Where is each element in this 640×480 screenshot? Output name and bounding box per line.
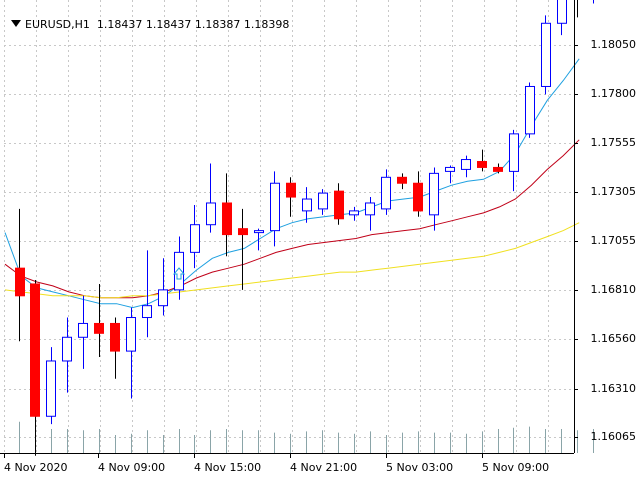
candle[interactable] [15, 208, 25, 342]
time-axis-label: 4 Nov 2020 [4, 461, 68, 474]
moving-average-ma-fast [4, 58, 580, 309]
candle-body-bull [126, 317, 136, 352]
candle[interactable] [381, 169, 391, 215]
candle[interactable] [365, 197, 375, 231]
candle[interactable] [445, 165, 455, 184]
candle-body-bear [110, 322, 120, 352]
candle-body-bear [286, 182, 296, 198]
candle[interactable] [477, 149, 487, 172]
candle[interactable] [62, 317, 72, 393]
price-axis-label: 1.17555 [590, 135, 637, 149]
candle[interactable] [429, 167, 439, 231]
price-axis-label: 1.18050 [590, 38, 637, 51]
candle[interactable] [574, 0, 583, 18]
price-axis-label: 1.16065 [590, 430, 637, 443]
candle-body-bull [318, 192, 328, 210]
candle-body-bull [46, 360, 56, 417]
price-axis-label: 1.16560 [590, 332, 637, 346]
candle-body-bull [190, 224, 200, 253]
candle-body-bull [142, 305, 152, 319]
time-axis-label: 4 Nov 15:00 [194, 461, 262, 474]
candle-body-bear [30, 283, 40, 417]
candle-body-bull [381, 176, 391, 210]
candle-body-bear [397, 176, 407, 184]
candle-body-bull [365, 202, 375, 216]
candle[interactable] [557, 0, 567, 36]
candle-body-bear [477, 161, 487, 168]
moving-average-ma-slow [4, 222, 580, 299]
price-axis-label: 1.16810 [590, 282, 637, 296]
candle[interactable] [334, 183, 344, 225]
candle[interactable] [110, 317, 120, 379]
candle-body-bull [509, 133, 519, 172]
candle-body-bull [429, 172, 439, 216]
candle-body-bear [493, 166, 503, 172]
candle[interactable] [525, 82, 535, 138]
candle[interactable] [397, 173, 407, 190]
candle[interactable] [142, 250, 152, 338]
price-axis-label: 1.16310 [590, 381, 637, 395]
arrow-up-icon [172, 267, 186, 280]
price-axis-label: 1.17055 [590, 234, 637, 248]
moving-average-ma-medium [4, 139, 580, 299]
candle-body-bear [334, 190, 344, 220]
price-axis-label: 1.17800 [590, 87, 637, 101]
candle[interactable] [318, 189, 328, 215]
candle[interactable] [158, 258, 168, 316]
candle-body-bull [557, 0, 567, 24]
chart-title[interactable]: EURUSD,H1 1.18437 1.18437 1.18387 1.1839… [4, 5, 289, 31]
chart-grid [4, 0, 574, 453]
candle[interactable] [461, 155, 471, 178]
candle[interactable] [94, 283, 104, 358]
candle-body-bull [349, 210, 359, 216]
chart-frame [0, 0, 578, 458]
candle[interactable] [238, 208, 248, 290]
candle[interactable] [206, 163, 216, 233]
candle-body-bull [158, 289, 168, 307]
candle[interactable] [46, 347, 56, 425]
candle-body-bull [270, 182, 280, 232]
candle-body-bear [15, 267, 25, 297]
symbol-timeframe: EURUSD,H1 [25, 18, 90, 31]
candle-body-bull [78, 322, 88, 338]
candle[interactable] [541, 15, 551, 95]
candle[interactable] [78, 295, 88, 369]
candle[interactable] [270, 171, 280, 247]
candle[interactable] [254, 228, 264, 251]
candle[interactable] [590, 0, 599, 4]
candle-body-bull [206, 202, 216, 226]
candle-body-bull [62, 336, 72, 362]
candle-body-bull [254, 230, 264, 234]
candle-body-bear [94, 322, 104, 334]
time-axis-label: 5 Nov 03:00 [386, 461, 454, 474]
candle[interactable] [413, 171, 423, 217]
candle[interactable] [349, 206, 359, 221]
candle[interactable] [30, 280, 40, 456]
candle-body-bull [461, 159, 471, 170]
candle[interactable] [302, 187, 312, 223]
candlesticks[interactable] [15, 0, 599, 456]
candle-body-bull [525, 85, 535, 135]
candle[interactable] [493, 163, 503, 174]
candle-body-bull [445, 166, 455, 172]
time-axis-label: 5 Nov 09:00 [482, 461, 550, 474]
signal-markers [172, 267, 186, 280]
moving-average-lines [4, 58, 580, 309]
price-axis-label: 1.17305 [590, 185, 637, 199]
candle[interactable] [190, 204, 200, 269]
candle-body-bull [302, 198, 312, 212]
candle[interactable] [509, 129, 519, 192]
candle[interactable] [286, 177, 296, 217]
candle-body-bear [238, 228, 248, 236]
candle[interactable] [126, 307, 136, 399]
candle[interactable] [222, 173, 232, 257]
candle-body-bear [222, 202, 232, 236]
time-axis-label: 4 Nov 21:00 [290, 461, 358, 474]
triangle-down-icon[interactable] [11, 20, 21, 27]
time-axis-label: 4 Nov 09:00 [98, 461, 166, 474]
candle-body-bear [413, 182, 423, 212]
candle-body-bull [541, 22, 551, 87]
ohlc-readout: 1.18437 1.18437 1.18387 1.18398 [96, 18, 290, 31]
